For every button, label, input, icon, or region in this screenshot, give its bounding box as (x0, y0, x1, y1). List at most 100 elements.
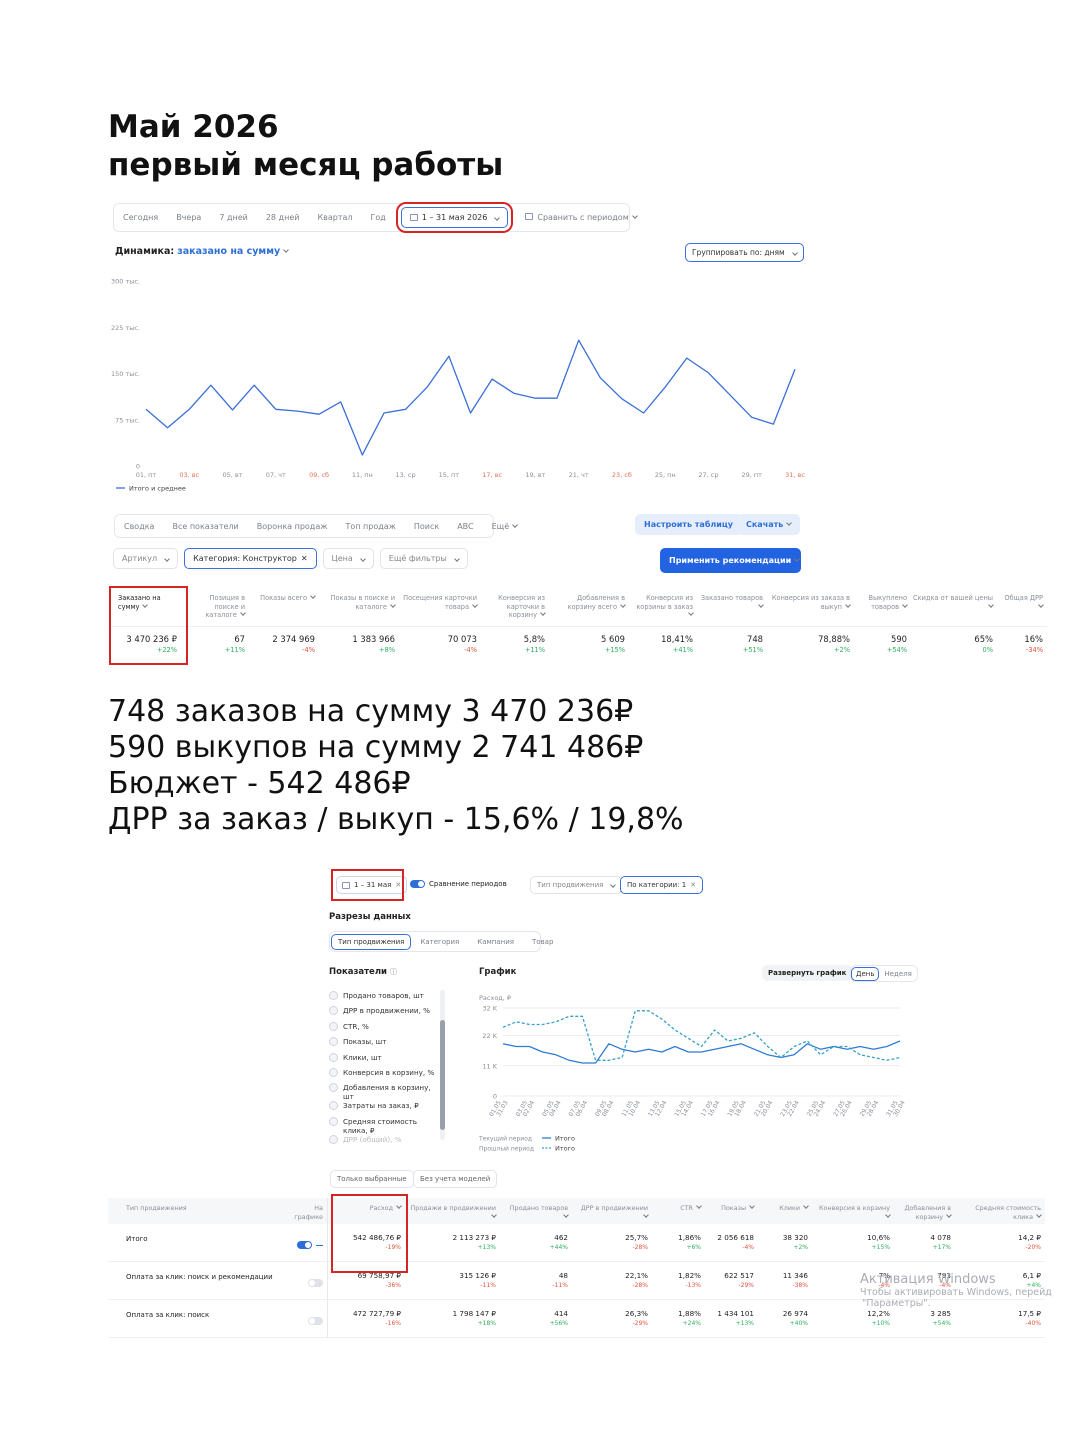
x-tick-label: 05, вт (223, 471, 243, 479)
cell-change: -4% (302, 646, 315, 654)
compare-toggle[interactable]: Сравнение периодов (410, 880, 507, 888)
x-tick-label: 31, вс (785, 471, 805, 479)
slice-tab[interactable]: Кампания (477, 937, 514, 946)
toggle[interactable] (308, 1317, 323, 1325)
period-tab[interactable]: Сегодня (123, 213, 159, 222)
cell-value: 26 974 (782, 1309, 808, 1318)
report-tab[interactable]: Сводка (124, 521, 155, 531)
y-tick-label: 22 K (482, 1032, 497, 1040)
toggle[interactable] (308, 1279, 323, 1287)
cell-change: -4% (464, 646, 477, 654)
promo-type[interactable]: Тип продвижения (530, 876, 623, 894)
cell-change: +54% (886, 646, 907, 654)
y-tick-label: 150 тыс. (111, 370, 140, 378)
granularity-option[interactable]: День (851, 966, 880, 981)
report-tab[interactable]: Топ продаж (345, 521, 396, 531)
slice-tab[interactable]: Тип продвижения (331, 933, 412, 950)
indicator[interactable]: Продано товаров, шт (329, 991, 437, 1006)
period-tab[interactable]: 7 дней (219, 213, 248, 222)
indicator[interactable]: Затраты на заказ, ₽ (329, 1101, 437, 1116)
scroll-thumb[interactable] (440, 1020, 445, 1130)
dynamics-label: Динамика: (115, 246, 175, 257)
cell: 69 758,97 ₽ -36% (328, 1262, 405, 1300)
cell-value: 1,86% (678, 1233, 701, 1242)
period-tab[interactable]: Вчера (176, 213, 202, 222)
cell: 1 798 147 ₽ +18% (405, 1300, 500, 1338)
report-tab[interactable]: Поиск (413, 521, 440, 531)
cell: 1,82% -13% (652, 1262, 705, 1300)
cell: 26,3% -29% (572, 1300, 652, 1338)
row-name: Оплата за клик: поиск и рекомендации (108, 1262, 282, 1300)
cell-change: +24% (682, 1320, 701, 1327)
indicator[interactable]: Добавления в корзину, шт (329, 1083, 437, 1101)
cell: 38 320 +2% (758, 1224, 812, 1262)
report-tab[interactable]: Все показатели (172, 521, 239, 531)
dynamics-metric[interactable]: заказано на сумму (177, 246, 288, 257)
apply-button[interactable]: Применить рекомендации (660, 548, 801, 573)
indicator[interactable]: CTR, % (329, 1022, 437, 1037)
cell: 462 +44% (500, 1224, 572, 1262)
cell-change: +13% (735, 1320, 754, 1327)
cell-change: -19% (385, 1244, 401, 1251)
cell: 18,41% +41% (629, 626, 697, 660)
button[interactable]: Скачать (737, 514, 801, 535)
group-by[interactable]: Группировать по: дням (685, 243, 804, 262)
indicator[interactable]: ДРР (общий), % (329, 1135, 437, 1150)
report-tab[interactable]: Ещё (483, 522, 527, 531)
date-chip[interactable]: 1 – 31 мая ✕ (336, 876, 408, 894)
indicator[interactable]: Показы, шт (329, 1037, 437, 1052)
cell-change: +10% (871, 1320, 890, 1327)
date-range[interactable]: 1 – 31 мая 2026 (395, 202, 514, 233)
expand-button[interactable]: Развернуть график (762, 965, 853, 981)
column-header: Показы всего (249, 588, 319, 626)
cell-value: 4 078 (930, 1233, 951, 1242)
calendar-icon (409, 214, 418, 221)
cell-value: 414 (554, 1309, 568, 1318)
y-axis-label: Расход, ₽ (479, 994, 511, 1002)
slice-tab[interactable]: Категория (420, 937, 460, 946)
toggle[interactable] (297, 1241, 312, 1249)
column-header: Конверсия из заказа в выкуп (767, 588, 854, 626)
period-tab[interactable]: 28 дней (265, 213, 300, 222)
indicator[interactable]: Клики, шт (329, 1053, 437, 1068)
cell: 4 078 +17% (894, 1224, 955, 1262)
filter-text: Категория: Конструктор (193, 554, 297, 563)
cell-change: +56% (549, 1320, 568, 1327)
indicator[interactable]: Конверсия в корзину, % (329, 1068, 437, 1083)
indicator[interactable]: Средняя стоимость клика, ₽ (329, 1117, 437, 1135)
report-tab[interactable]: ABC (457, 521, 474, 531)
cell: 748 +51% (697, 626, 767, 660)
watermark: Активация Windows Чтобы активировать Win… (860, 1272, 1052, 1309)
slice-tab[interactable]: Товар (531, 937, 554, 946)
period-tab[interactable]: Год (370, 213, 386, 222)
indicator[interactable]: ДРР в продвижении, % (329, 1006, 437, 1021)
granularity-option[interactable]: Неделя (884, 969, 912, 978)
y-tick-label: 32 K (482, 1005, 497, 1013)
cell: 1 434 101 +13% (705, 1300, 758, 1338)
title-line: первый месяц работы (108, 147, 504, 183)
cell: 67 +11% (187, 626, 249, 660)
cell: 17,5 ₽ -40% (955, 1300, 1045, 1338)
indicators: Продано товаров, шт ДРР в продвижении, % C… (329, 991, 437, 1150)
cell-value: 315 126 ₽ (459, 1271, 496, 1280)
filter[interactable]: Артикул (113, 548, 179, 569)
cell-value: 10,6% (867, 1233, 890, 1242)
toggle[interactable] (410, 880, 425, 888)
compare[interactable]: Сравнить с периодом (516, 213, 645, 222)
filter-text: По категории: 1 (627, 881, 687, 889)
cell-change: 0% (982, 646, 993, 654)
button[interactable]: Настроить таблицу (635, 514, 743, 535)
category-filter[interactable]: По категории: 1 ✕ (620, 876, 704, 894)
highlight (331, 869, 404, 901)
period-tab[interactable]: Квартал (317, 213, 353, 222)
filter[interactable]: Категория: Конструктор ✕ (184, 548, 317, 569)
column-header: Посещения карточки товара (399, 588, 481, 626)
filter[interactable]: Цена (322, 548, 374, 569)
report-tab[interactable]: Воронка продаж (256, 521, 328, 531)
button[interactable]: Без учета моделей (413, 1170, 498, 1188)
x-tick-label: 11, пн (352, 471, 373, 479)
filter[interactable]: Ещё фильтры (379, 548, 468, 569)
cell-value: 16% (1024, 634, 1043, 644)
button[interactable]: Только выбранные (330, 1170, 414, 1188)
